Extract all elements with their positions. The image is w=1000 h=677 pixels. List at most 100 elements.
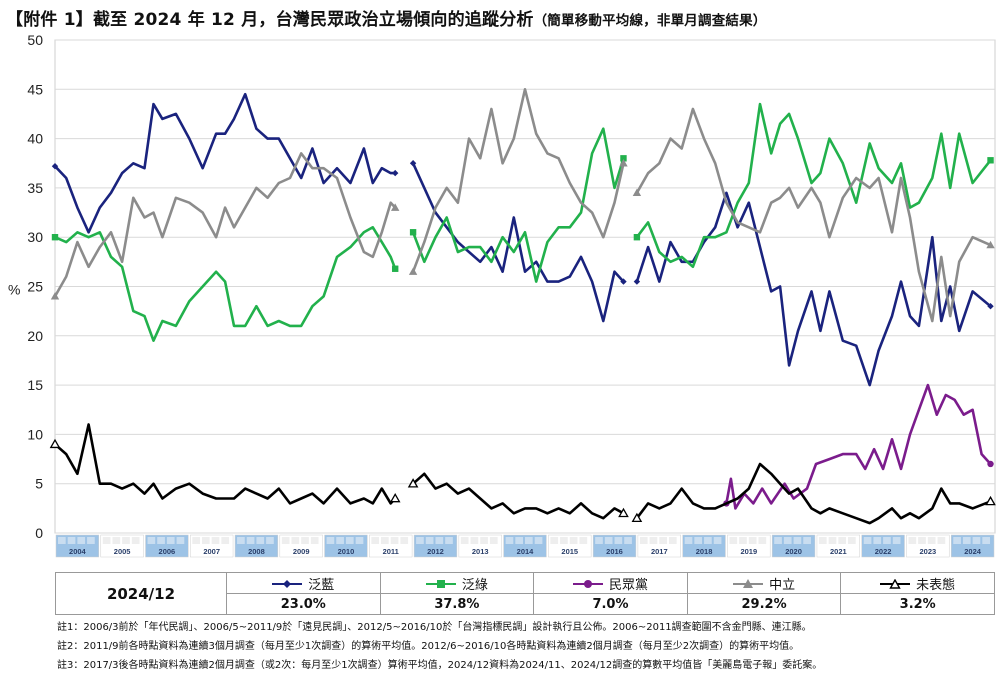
series-marker-1-seg0-end — [391, 265, 399, 272]
y-tick-label-0: 0 — [35, 525, 43, 541]
month-cell-2007-3 — [221, 537, 230, 544]
series-marker-0-seg2-start — [633, 278, 641, 285]
month-cell-2021-3 — [848, 537, 856, 544]
month-cell-2020-1 — [783, 537, 792, 544]
legend-marker-1 — [425, 578, 456, 593]
month-cell-2024-2 — [972, 537, 981, 544]
legend-swatch-4 — [880, 578, 911, 589]
legend-swatch-marker-4 — [889, 578, 901, 589]
series-marker-3-seg0-start — [50, 292, 60, 300]
month-cell-2021-1 — [828, 537, 837, 544]
series-marker-0-seg1-end — [620, 278, 627, 285]
month-cell-2022-3 — [892, 537, 901, 544]
month-cell-2019-1 — [739, 537, 747, 544]
series-line-2-seg0 — [725, 383, 992, 510]
legend-label-0: 泛藍 — [308, 577, 335, 593]
footnote-3: 註3：2017/3後各時點資料為連續2個月調查（或2次：每月至少1次調查）算術平… — [57, 660, 823, 671]
legend-marker-2 — [572, 578, 603, 593]
month-cell-2013-0 — [460, 537, 469, 544]
series-marker-1-seg1-start — [409, 229, 417, 236]
x-year-label-2011: 2011 — [383, 547, 399, 556]
month-cell-2023-2 — [927, 537, 936, 544]
legend-label-3: 中立 — [769, 577, 796, 593]
legend-swatch-1 — [425, 579, 456, 588]
month-cell-2010-2 — [345, 537, 354, 544]
month-cell-2012-1 — [425, 537, 434, 544]
month-cell-2018-0 — [684, 537, 693, 544]
month-cell-2005-3 — [131, 537, 140, 544]
month-cell-2018-2 — [704, 537, 712, 544]
month-cell-2011-2 — [390, 537, 399, 544]
month-cell-2009-3 — [310, 537, 319, 544]
legend-value-1: 37.8% — [379, 593, 535, 615]
month-cell-2015-1 — [560, 537, 568, 544]
month-cell-2018-3 — [713, 537, 722, 544]
month-cell-2007-0 — [192, 537, 200, 544]
month-cell-2019-0 — [729, 537, 738, 544]
month-cell-2021-0 — [818, 537, 827, 544]
series-line-1-seg2 — [635, 102, 992, 269]
series-marker-4-seg0-end — [389, 492, 401, 503]
series-marker-0-seg0-start — [51, 163, 59, 170]
y-tick-label-20: 20 — [27, 328, 43, 344]
legend-swatch-marker-2 — [583, 579, 592, 588]
legend-marker-3 — [733, 578, 764, 593]
y-tick-label-30: 30 — [27, 229, 43, 245]
month-cell-2016-3 — [624, 537, 632, 544]
series-marker-4-seg1-end — [618, 507, 629, 518]
x-year-label-2022: 2022 — [875, 547, 892, 556]
series-line-4-seg0 — [54, 423, 397, 505]
month-cell-2010-3 — [355, 537, 364, 544]
x-year-label-2020: 2020 — [785, 547, 802, 556]
month-cell-2005-0 — [102, 537, 111, 544]
legend-swatch-3 — [733, 578, 764, 588]
y-axis-label: % — [8, 282, 20, 298]
series-line-3-seg0 — [53, 152, 397, 298]
series-line-3-seg2 — [635, 107, 992, 323]
month-cell-2016-0 — [595, 537, 603, 544]
month-cell-2011-1 — [381, 537, 389, 544]
series-line-4-seg1 — [412, 472, 625, 520]
x-year-label-2023: 2023 — [920, 547, 937, 556]
title-main: 截至 2024 年 12 月，台灣民眾政治立場傾向的追蹤分析 — [92, 10, 534, 30]
month-cell-2012-2 — [435, 537, 444, 544]
month-cell-2004-1 — [67, 537, 76, 544]
month-cell-2016-1 — [604, 537, 613, 544]
legend-value-4: 3.2% — [840, 593, 995, 615]
month-cell-2004-3 — [87, 537, 95, 544]
series-marker-4-seg2-end — [985, 495, 996, 506]
series-marker-3-seg0-end — [390, 203, 400, 211]
x-year-label-2014: 2014 — [517, 547, 535, 556]
title-prefix: 【附件 1】 — [6, 10, 93, 30]
legend-name-3: 中立 — [686, 572, 842, 594]
month-cell-2011-3 — [400, 537, 409, 544]
month-cell-2012-0 — [416, 537, 424, 544]
month-cell-2023-0 — [908, 537, 917, 544]
month-cell-2010-1 — [336, 537, 344, 544]
series-marker-0-seg2-end — [987, 303, 994, 310]
month-cell-2008-3 — [266, 537, 274, 544]
month-cell-2006-0 — [147, 537, 156, 544]
legend-name-0: 泛藍 — [226, 572, 381, 594]
month-cell-2011-0 — [371, 537, 380, 544]
x-year-label-2018: 2018 — [696, 547, 713, 556]
x-year-label-2005: 2005 — [114, 547, 131, 556]
month-cell-2016-2 — [614, 537, 623, 544]
month-cell-2018-1 — [694, 537, 703, 544]
x-year-label-2021: 2021 — [830, 547, 847, 556]
month-cell-2006-3 — [176, 537, 185, 544]
month-cell-2004-2 — [77, 537, 86, 544]
month-cell-2005-2 — [122, 537, 130, 544]
y-tick-label-25: 25 — [27, 279, 43, 295]
month-cell-2009-0 — [281, 537, 290, 544]
series-marker-3-seg1-start — [408, 267, 418, 275]
legend-table: 2024/12 泛藍 泛綠 民眾黨 中立 未表態 23.0% 37.8% 7.0… — [55, 572, 995, 615]
x-year-label-2015: 2015 — [561, 547, 578, 556]
month-cell-2015-2 — [569, 537, 578, 544]
x-year-label-2024: 2024 — [964, 547, 982, 556]
series-marker-0-seg1-start — [409, 160, 417, 167]
month-cell-2024-0 — [953, 537, 961, 544]
y-tick-label-5: 5 — [35, 476, 43, 492]
month-cell-2012-3 — [445, 537, 453, 544]
month-cell-2008-1 — [246, 537, 255, 544]
